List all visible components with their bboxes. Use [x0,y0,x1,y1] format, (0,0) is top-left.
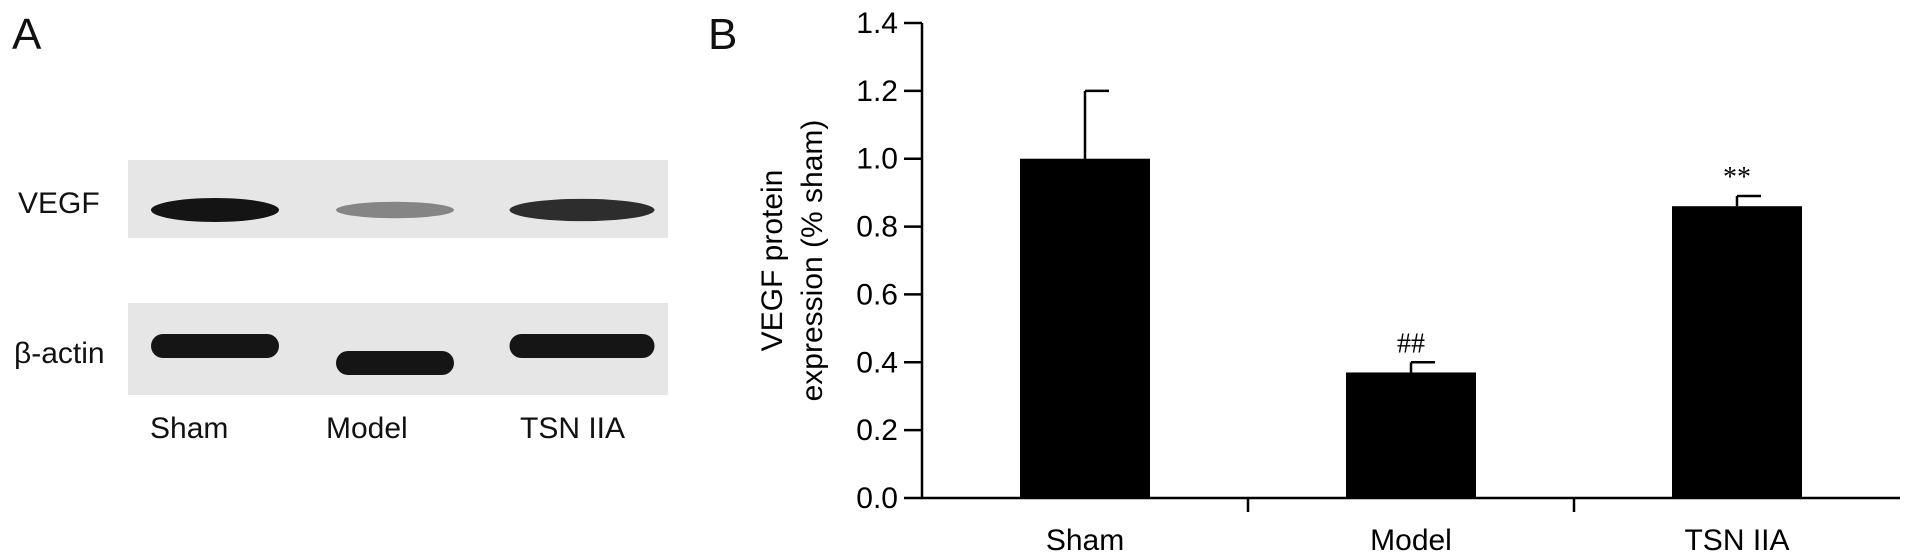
y-axis-label-line1: VEGF protein [756,170,789,352]
y-axis-label-line2: expression (% sham) [796,120,829,402]
chart-axes: 0.0 0.2 0.4 0.6 0.8 1.0 1.2 1.4 Sham Model TSN IIA [856,7,1900,557]
bar-2 [1672,206,1802,498]
x-tick-label-2: TSN IIA [1684,524,1789,557]
lane-label-model: Model [326,412,408,445]
actin-band-2 [509,334,655,358]
annotation-2: ** [1723,162,1751,193]
lane-label-tsn: TSN IIA [520,412,626,445]
y-tick-label: 0.4 [856,346,898,379]
vegf-band-0 [151,198,279,222]
y-tick-label: 1.0 [856,143,898,176]
panel-label-b: B [708,10,738,59]
bar-series [1020,158,1802,498]
significance-annotations: ## ** [1397,162,1751,359]
y-tick-label: 0.6 [856,278,898,311]
y-tick-label: 0.2 [856,414,898,447]
bar-0 [1020,158,1150,498]
x-tick-label-0: Sham [1046,524,1124,557]
actin-band-0 [151,334,279,358]
y-tick-label: 0.0 [856,482,898,515]
y-tick-label: 1.2 [856,75,898,108]
blot-row-label-actin: β-actin [14,337,105,370]
panel-label-a: A [12,10,42,59]
annotation-1: ## [1397,328,1425,359]
y-tick-label: 1.4 [856,7,898,40]
blot-bands [151,198,655,375]
x-tick-label-1: Model [1370,524,1452,557]
vegf-band-1 [336,201,454,219]
y-tick-label: 0.8 [856,211,898,244]
blot-row-label-vegf: VEGF [18,187,100,220]
lane-label-sham: Sham [150,412,229,445]
bar-1 [1346,372,1476,498]
error-bars [1083,89,1761,373]
vegf-band-2 [509,198,655,222]
actin-band-1 [336,351,454,375]
